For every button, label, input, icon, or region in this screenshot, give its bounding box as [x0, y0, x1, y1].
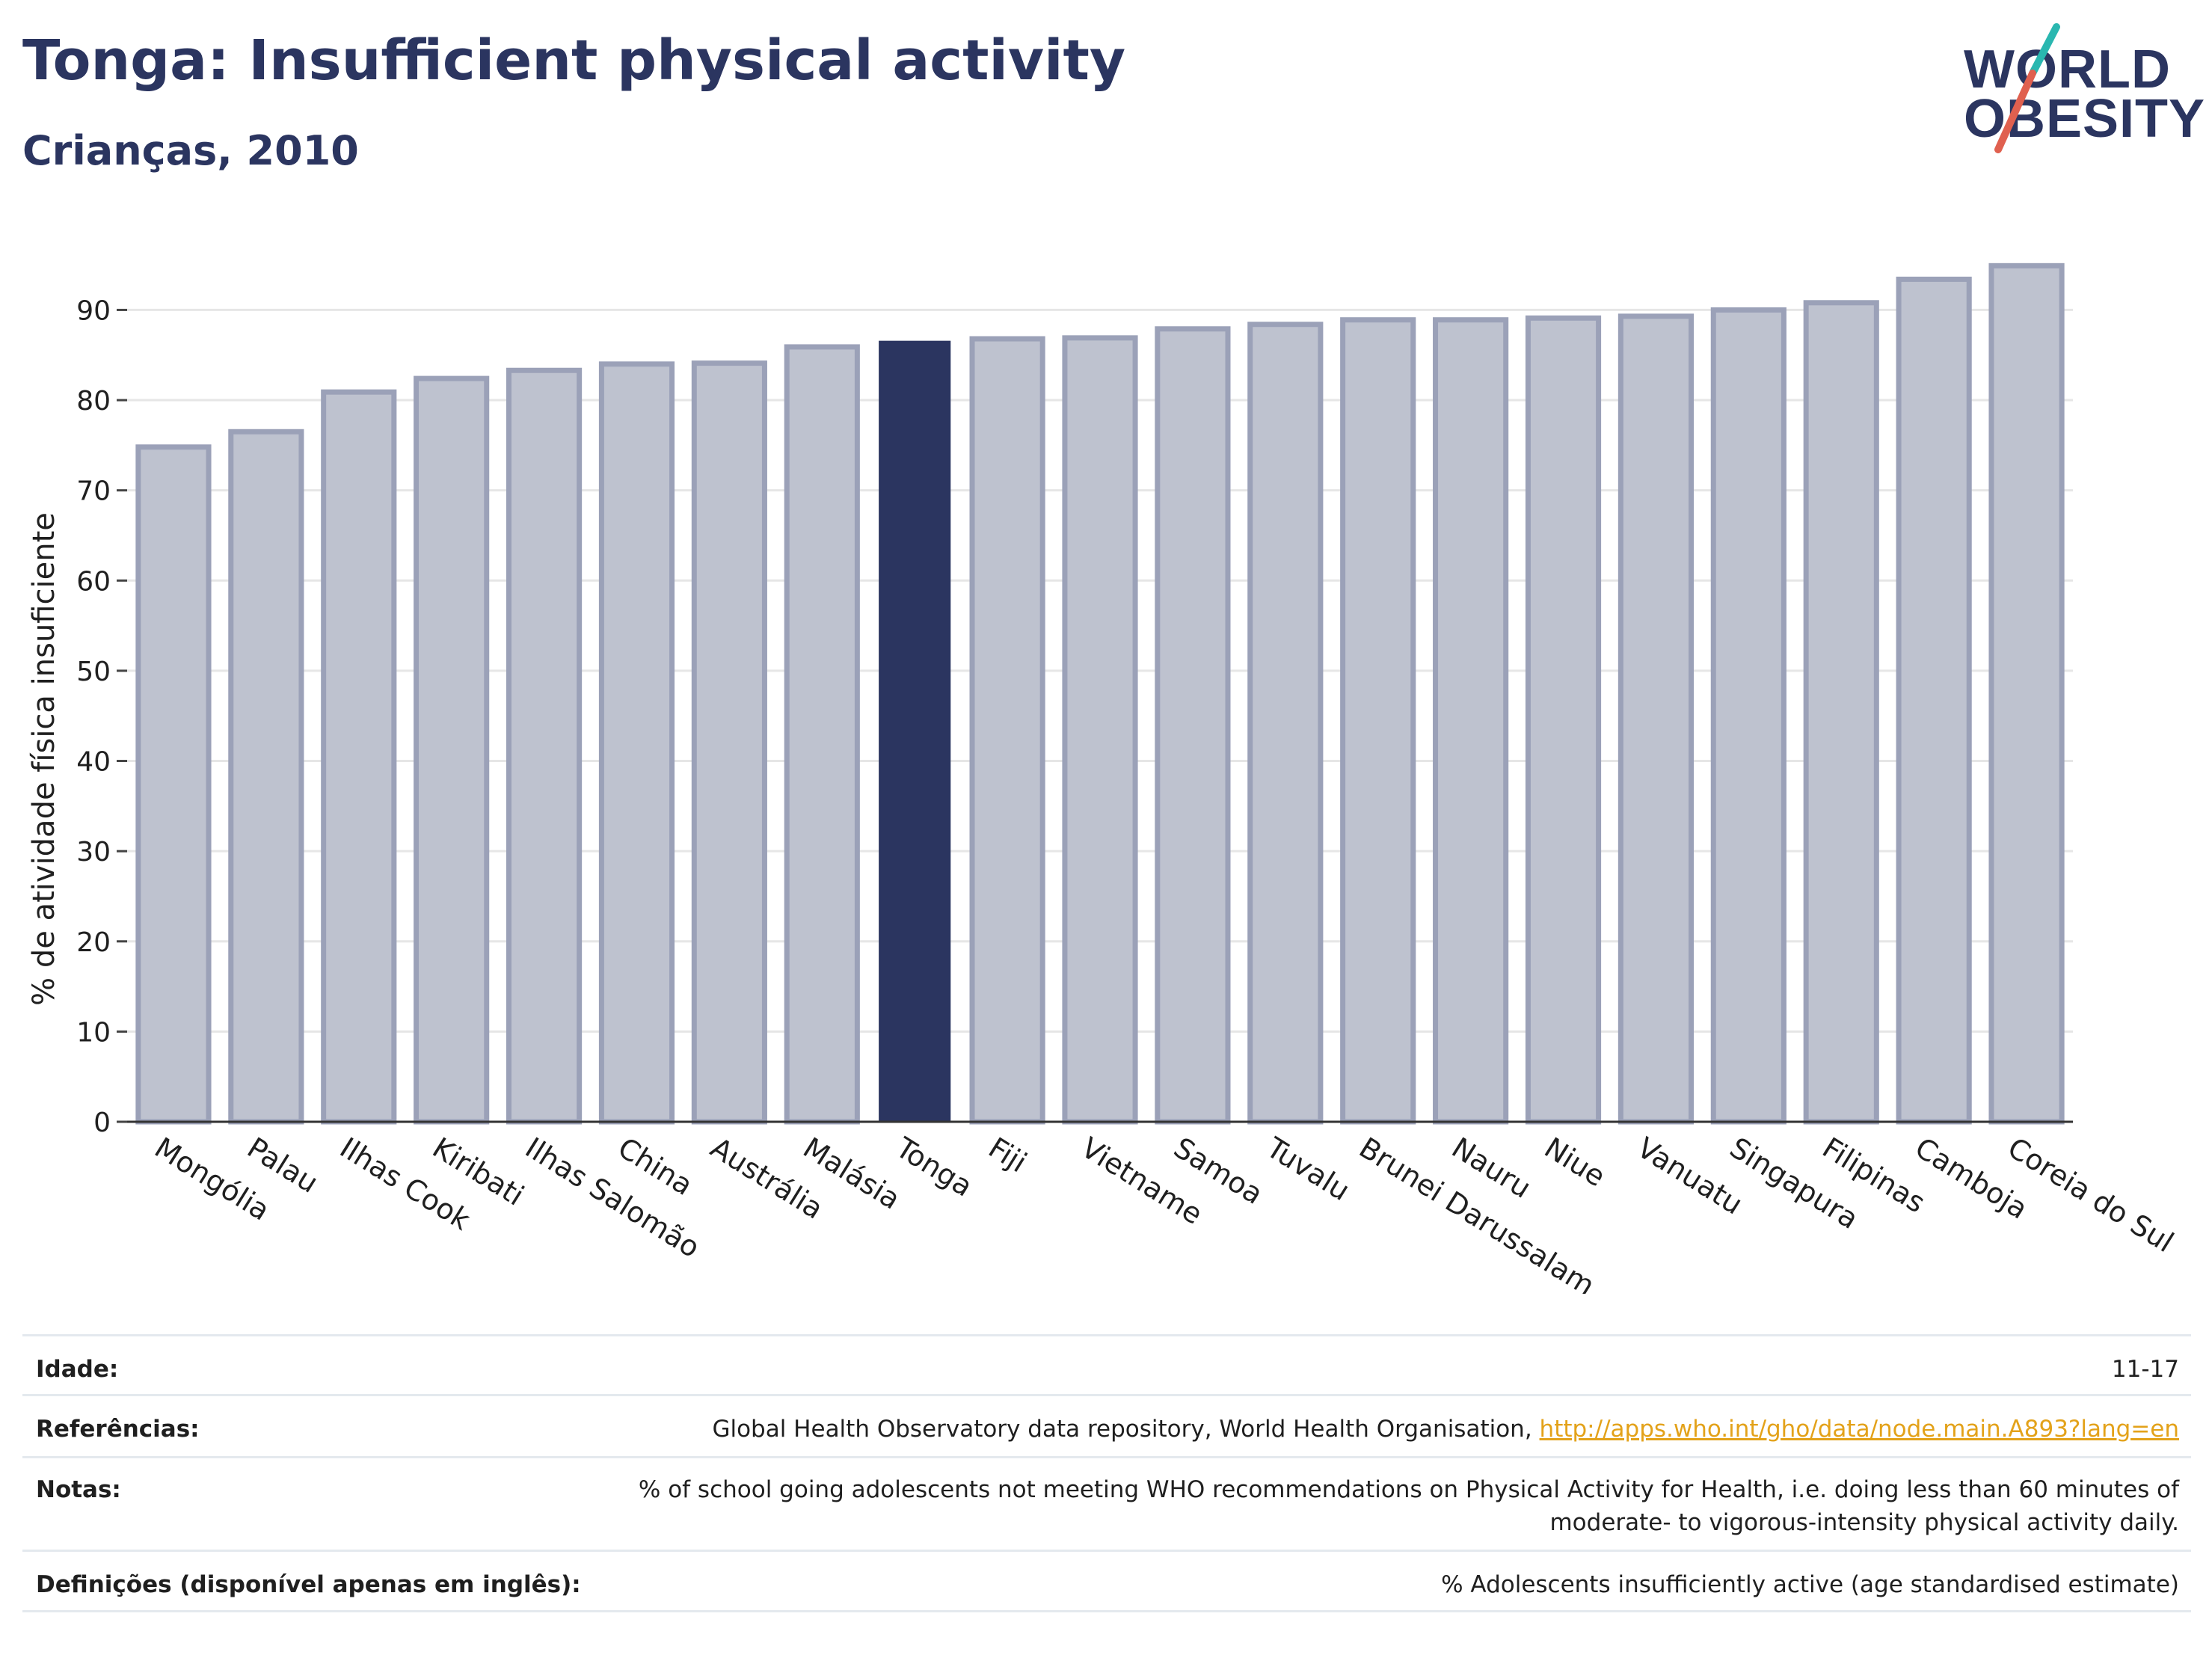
bar-niue — [1525, 315, 1602, 1125]
footer-notes-label: Notas: — [36, 1476, 121, 1503]
y-tick-label: 0 — [93, 1108, 111, 1138]
y-tick-label: 20 — [76, 927, 111, 958]
y-tick-label: 90 — [76, 295, 111, 326]
x-tick-label: Tuvalu — [1260, 1131, 1356, 1207]
bar-china — [598, 361, 675, 1125]
bar-singapura — [1710, 307, 1787, 1125]
world-obesity-logo: WORLD OBESITY — [1944, 22, 2205, 165]
bar-tonga — [879, 340, 951, 1123]
bar-camboja — [1896, 276, 1972, 1125]
footer-row-notes: Notas: % of school going adolescents not… — [22, 1456, 2191, 1550]
chart-subtitle: Crianças, 2010 — [22, 127, 359, 174]
bar-ilhas-salom-o — [506, 367, 583, 1125]
bar-brunei-darussalam — [1340, 317, 1416, 1125]
y-tick-label: 10 — [76, 1017, 111, 1048]
footer-age-value: 11-17 — [2111, 1356, 2179, 1383]
y-tick-label: 80 — [76, 386, 111, 417]
chart-footer: Idade: 11-17 Referências: Global Health … — [22, 1334, 2191, 1612]
x-tick-label: Niue — [1539, 1131, 1612, 1193]
footer-notes-value: % of school going adolescents not meetin… — [638, 1476, 2179, 1536]
footer-definitions-value: % Adolescents insufficiently active (age… — [1441, 1571, 2179, 1598]
footer-age-label: Idade: — [36, 1356, 119, 1383]
bar-filipinas — [1803, 300, 1879, 1125]
bar-fiji — [969, 336, 1045, 1125]
bar-mal-sia — [784, 344, 860, 1125]
bar-mong-lia — [135, 444, 212, 1125]
bar-ilhas-cook — [321, 389, 397, 1125]
footer-references-text: Global Health Observatory data repositor… — [712, 1416, 1532, 1443]
bar-tuvalu — [1247, 322, 1324, 1125]
bar-samoa — [1155, 326, 1231, 1125]
y-tick-label: 70 — [76, 476, 111, 507]
x-tick-label: Vanuatu — [1632, 1131, 1748, 1220]
y-tick-label: 50 — [76, 657, 111, 687]
bar-vietname — [1062, 335, 1138, 1125]
chart-title: Tonga: Insufficient physical activity — [22, 28, 1126, 93]
bar-nauru — [1433, 317, 1509, 1125]
footer-row-definitions: Definições (disponível apenas em inglês)… — [22, 1550, 2191, 1612]
bar-vanuatu — [1617, 313, 1695, 1125]
y-axis-label: % de atividade física insuficiente — [27, 512, 61, 1006]
logo-slash-icon — [1994, 23, 2060, 153]
footer-definitions-label: Definições (disponível apenas em inglês)… — [36, 1571, 581, 1598]
y-tick-label: 30 — [76, 837, 111, 868]
y-tick-label: 40 — [76, 747, 111, 778]
footer-row-age: Idade: 11-17 — [22, 1334, 2191, 1394]
x-tick-label: Fiji — [983, 1131, 1032, 1179]
footer-row-references: Referências: Global Health Observatory d… — [22, 1394, 2191, 1456]
logo-line-1: WORLD — [1964, 40, 2171, 99]
bar-palau — [228, 429, 304, 1125]
footer-references-label: Referências: — [36, 1416, 200, 1443]
footer-references-value: Global Health Observatory data repositor… — [712, 1413, 2191, 1446]
bar-austr-lia — [691, 360, 767, 1125]
bar-kiribati — [414, 375, 490, 1125]
footer-references-link[interactable]: http://apps.who.int/gho/data/node.main.A… — [1539, 1416, 2179, 1443]
bar-coreia-do-sul — [1988, 262, 2065, 1125]
y-tick-label: 60 — [76, 566, 111, 597]
